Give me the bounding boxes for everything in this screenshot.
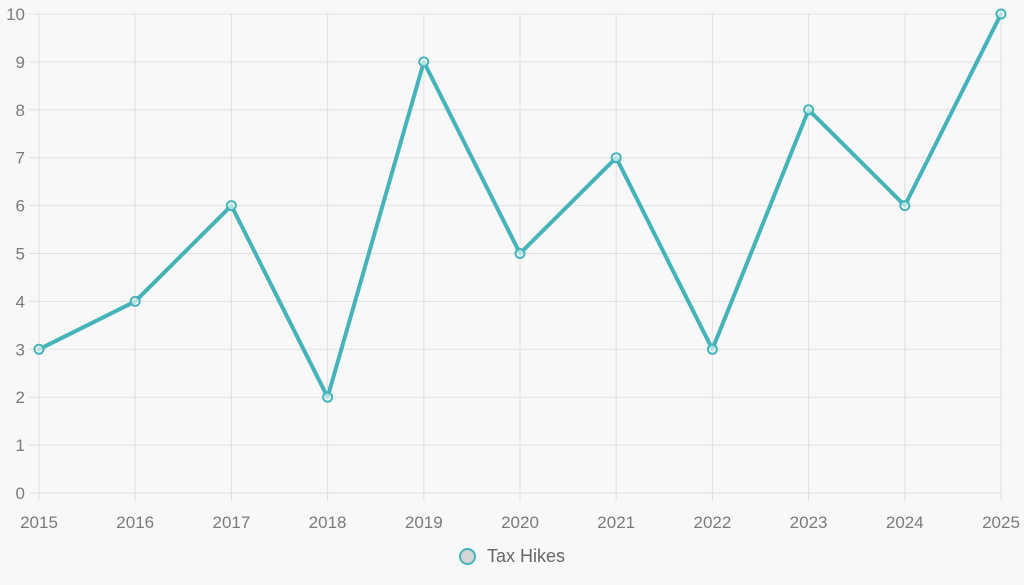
x-axis-tick-label: 2017 [212,513,250,532]
x-axis-tick-label: 2020 [501,513,539,532]
legend-item-tax-hikes[interactable]: Tax Hikes [458,546,566,567]
data-point-2018[interactable] [322,391,334,403]
y-axis-tick-label: 10 [6,5,25,24]
legend-marker-icon [458,548,476,565]
data-point-2017[interactable] [225,200,237,212]
x-axis-tick-label: 2024 [886,513,924,532]
data-point-2022[interactable] [706,343,718,355]
x-axis-tick-label: 2018 [309,513,347,532]
data-point-2020[interactable] [514,248,526,259]
x-axis-tick-label: 2021 [597,513,635,532]
data-point-2023[interactable] [803,104,815,116]
legend-label: Tax Hikes [486,546,566,566]
y-axis-tick-label: 5 [16,245,25,264]
y-axis-tick-label: 6 [16,197,25,216]
y-axis-tick-label: 0 [16,484,25,503]
y-axis-tick-label: 9 [16,53,25,72]
data-point-2016[interactable] [129,295,141,307]
x-axis-tick-label: 2015 [20,513,58,532]
x-axis-tick-label: 2022 [693,513,731,532]
data-point-2015[interactable] [33,343,45,355]
x-axis-tick-label: 2016 [116,513,154,532]
data-point-2019[interactable] [418,56,430,68]
data-point-2024[interactable] [899,200,911,212]
data-point-2025[interactable] [995,8,1007,20]
y-axis-tick-label: 2 [16,388,25,407]
y-axis-tick-label: 7 [16,149,25,168]
legend: Tax Hikes [0,546,1024,567]
y-axis-tick-label: 1 [16,436,25,455]
x-axis-tick-label: 2025 [982,513,1020,532]
y-axis-tick-label: 3 [16,340,25,359]
data-point-2021[interactable] [610,152,622,164]
y-axis-tick-label: 8 [16,101,25,120]
x-axis-tick-label: 2023 [790,513,828,532]
y-axis-tick-label: 4 [16,292,25,311]
x-axis-tick-label: 2019 [405,513,443,532]
